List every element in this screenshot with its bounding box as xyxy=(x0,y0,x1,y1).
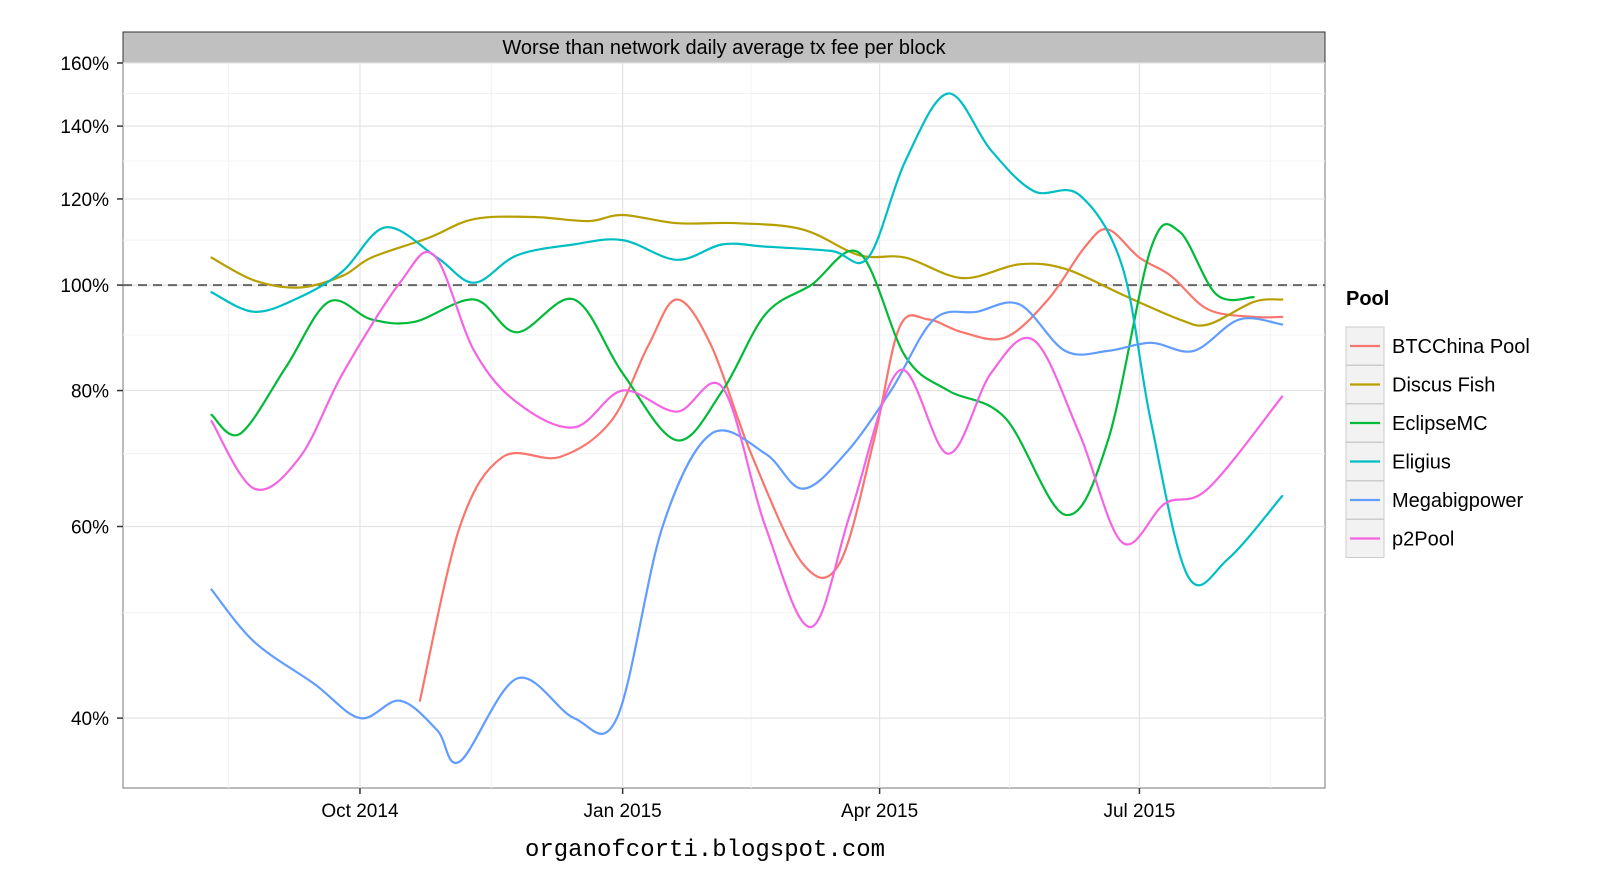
legend-label-eligius: Eligius xyxy=(1392,452,1451,474)
series-line-eclipsemc xyxy=(210,223,1255,516)
x-tick-label: Oct 2014 xyxy=(321,801,399,822)
caption: organofcorti.blogspot.com xyxy=(525,837,885,864)
axes: Oct 2014 Jan 2015 Apr 2015 Jul 2015 40% 60% 80… xyxy=(60,54,1175,822)
y-tick-label: 100% xyxy=(60,276,109,297)
legend: Pool BTCChina Pool Discus Fish EclipseMC Eli… xyxy=(1345,288,1530,558)
y-tick-label: 40% xyxy=(71,709,109,730)
y-tick-label: 60% xyxy=(71,517,109,538)
legend-label-p2pool: p2Pool xyxy=(1392,529,1454,551)
series-line-eligius xyxy=(210,92,1284,587)
series-line-megabigpower xyxy=(210,301,1284,765)
facet-strip: Worse than network daily average tx fee … xyxy=(122,31,1326,64)
legend-label-discus-fish: Discus Fish xyxy=(1392,375,1495,397)
facet-strip-box xyxy=(122,31,1326,64)
series-line-btcchina-pool xyxy=(418,228,1284,702)
x-tick-label: Jan 2015 xyxy=(584,801,662,822)
legend-title: Pool xyxy=(1346,288,1389,310)
y-tick-label: 140% xyxy=(60,117,109,138)
y-tick-label: 120% xyxy=(60,190,109,211)
series-lines xyxy=(210,92,1284,765)
y-tick-label: 160% xyxy=(60,54,109,75)
y-tick-label: 80% xyxy=(71,382,109,403)
legend-label-megabigpower: Megabigpower xyxy=(1392,490,1524,512)
legend-label-btcchina-pool: BTCChina Pool xyxy=(1392,336,1530,358)
x-tick-label: Jul 2015 xyxy=(1103,801,1175,822)
facet-title: Worse than network daily average tx fee … xyxy=(502,37,946,59)
legend-label-eclipsemc: EclipseMC xyxy=(1392,413,1488,435)
series-line-p2pool xyxy=(210,250,1284,629)
grid xyxy=(123,62,1325,788)
x-tick-label: Apr 2015 xyxy=(841,801,918,822)
plot-panel xyxy=(122,62,1326,789)
